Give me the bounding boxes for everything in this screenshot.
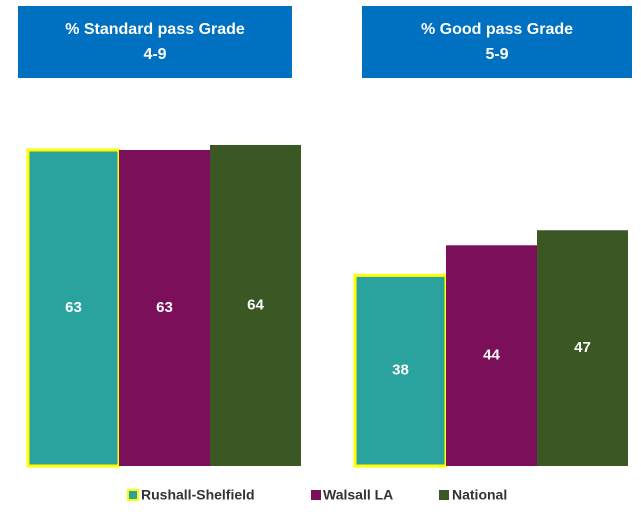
legend-marker bbox=[439, 490, 449, 500]
legend-label: Rushall-Shelfield bbox=[141, 487, 255, 503]
chart-title: 4-9 bbox=[143, 46, 166, 63]
title-box bbox=[362, 6, 632, 78]
bar bbox=[26, 148, 121, 468]
bar bbox=[119, 149, 210, 466]
data-label: 63 bbox=[65, 299, 82, 316]
chart-title: % Standard pass Grade bbox=[65, 21, 245, 38]
data-label: 44 bbox=[483, 347, 500, 364]
legend-marker bbox=[127, 489, 139, 501]
title-box bbox=[18, 6, 292, 78]
data-label: 64 bbox=[247, 296, 264, 313]
bar bbox=[446, 245, 537, 466]
data-label: 38 bbox=[392, 362, 409, 379]
data-label: 47 bbox=[574, 339, 591, 356]
data-label: 63 bbox=[156, 299, 173, 316]
bar bbox=[537, 230, 628, 466]
legend-label: Walsall LA bbox=[323, 487, 393, 503]
legend-label: National bbox=[452, 487, 507, 503]
legend-marker bbox=[311, 490, 321, 500]
chart-title: 5-9 bbox=[485, 46, 508, 63]
chart-title: % Good pass Grade bbox=[421, 21, 573, 38]
bar bbox=[210, 144, 301, 466]
